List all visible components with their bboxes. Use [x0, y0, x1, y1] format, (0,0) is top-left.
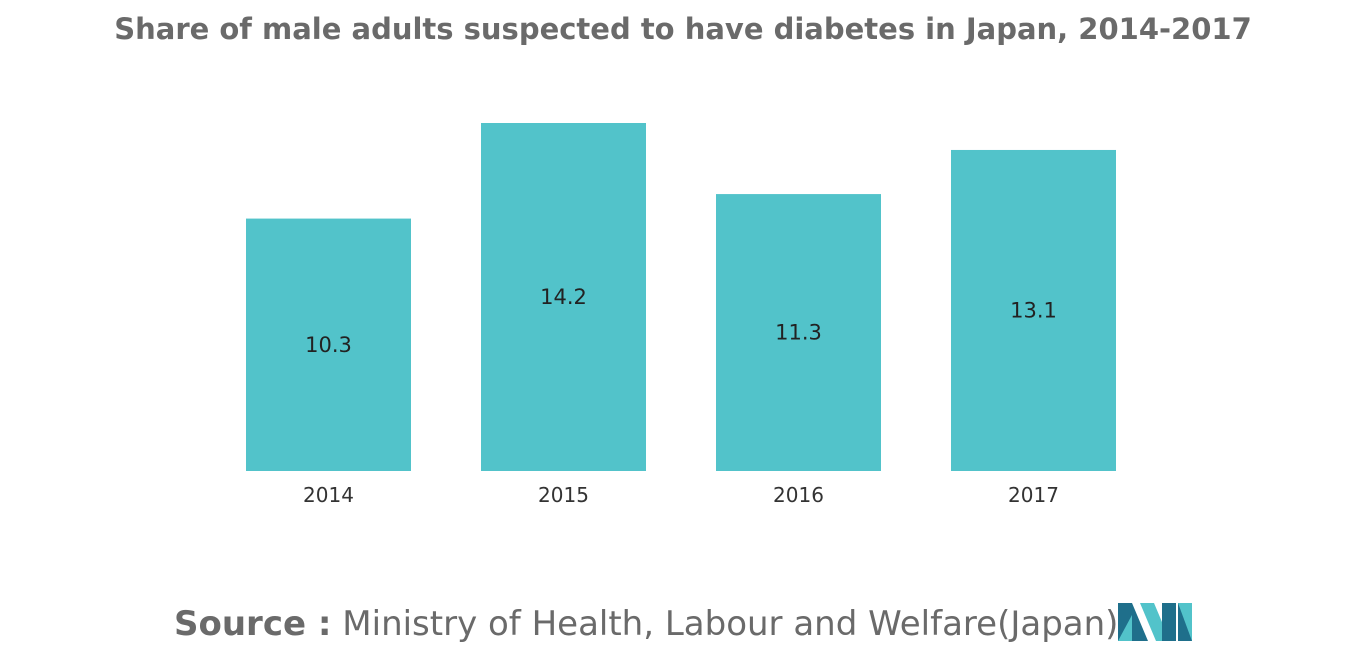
bar-2015: [481, 123, 646, 471]
x-tick-labels-group: 2014 2015 2016 2017: [303, 483, 1059, 507]
value-label-2015: 14.2: [540, 285, 587, 309]
bar-2017: [951, 149, 1116, 471]
value-label-2016: 11.3: [775, 321, 822, 345]
value-labels-group: 10.3 14.2 11.3 13.1: [305, 285, 1057, 357]
value-label-2014: 10.3: [305, 333, 352, 357]
mordor-intelligence-logo-icon: [1118, 603, 1192, 641]
source-label: Source :: [174, 604, 332, 644]
bar-2016: [716, 194, 881, 471]
bars-group: [246, 123, 1116, 471]
x-tick-label-2017: 2017: [1008, 483, 1059, 507]
source-text: Ministry of Health, Labour and Welfare(J…: [342, 604, 1119, 644]
chart-title: Share of male adults suspected to have d…: [114, 12, 1252, 46]
x-tick-label-2014: 2014: [303, 483, 354, 507]
x-tick-label-2015: 2015: [538, 483, 589, 507]
x-tick-label-2016: 2016: [773, 483, 824, 507]
value-label-2017: 13.1: [1010, 298, 1057, 322]
bar-chart: 10.3 14.2 11.3 13.1 2014 2015 2016 2017: [246, 123, 1116, 507]
source-note: Source : Ministry of Health, Labour and …: [174, 604, 1118, 644]
bar-2014: [246, 218, 411, 471]
